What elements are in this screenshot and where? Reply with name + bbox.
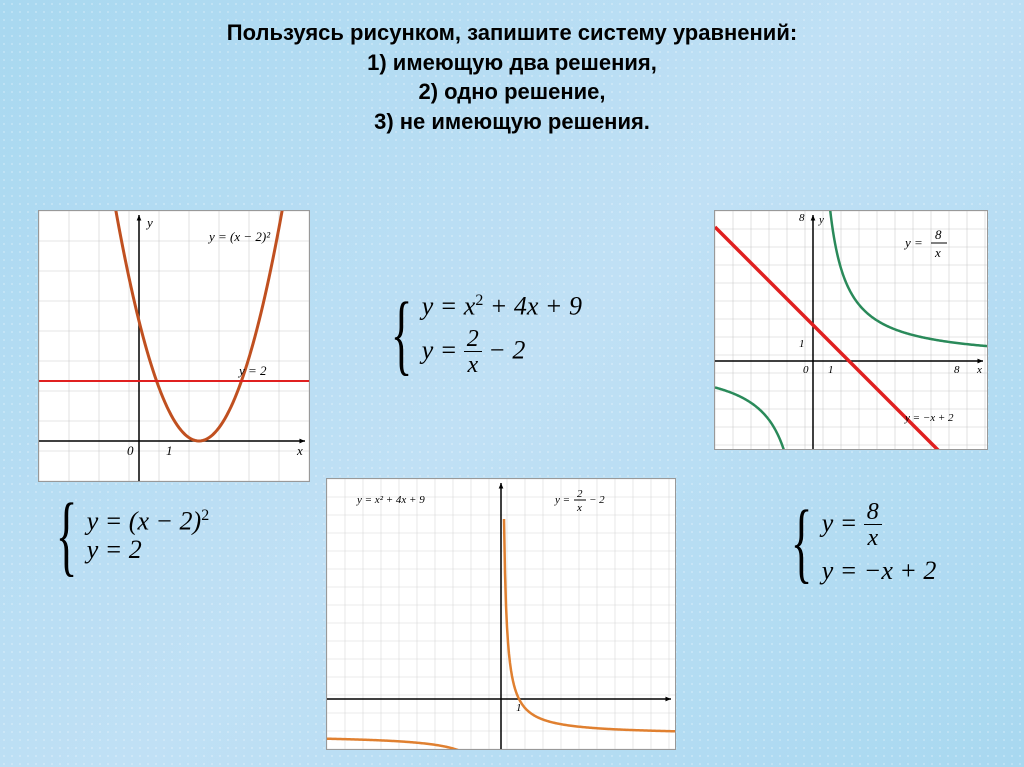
svg-text:2: 2: [577, 488, 583, 500]
svg-text:y = −x + 2: y = −x + 2: [904, 412, 954, 424]
svg-text:8: 8: [935, 227, 942, 242]
svg-text:1: 1: [828, 364, 834, 376]
equation-system-3: { y = 8x y = −x + 2: [780, 500, 936, 586]
svg-text:y: y: [818, 214, 824, 226]
svg-text:1: 1: [166, 443, 173, 458]
header-line2: 1) имеющую два решения,: [0, 48, 1024, 78]
svg-text:8: 8: [799, 212, 805, 224]
brace-icon: {: [391, 299, 413, 371]
header-line4: 3) не имеющую решения.: [0, 107, 1024, 137]
svg-text:y = 2: y = 2: [237, 363, 267, 378]
svg-text:1: 1: [516, 702, 522, 714]
svg-text:x: x: [576, 502, 582, 514]
svg-text:0: 0: [127, 443, 134, 458]
svg-text:1: 1: [799, 338, 805, 350]
header-line3: 2) одно решение,: [0, 77, 1024, 107]
svg-text:y =: y =: [903, 235, 923, 250]
equation-system-2: { y = x2 + 4x + 9 y = 2x − 2: [380, 292, 582, 379]
chart-hyperbola-line: 0 1 8 1 8 y x y = 8 x y = −x + 2: [714, 210, 988, 450]
brace-icon: {: [56, 500, 78, 572]
svg-text:y =: y =: [554, 494, 570, 506]
chart-parabola-rational: 1 y = x² + 4x + 9 y = 2 x − 2: [326, 478, 676, 750]
svg-text:y: y: [145, 215, 153, 230]
brace-icon: {: [791, 507, 813, 579]
task-header: Пользуясь рисунком, запишите систему ура…: [0, 0, 1024, 137]
svg-text:8: 8: [954, 364, 960, 376]
equation-system-1: { y = (x − 2)2 y = 2: [45, 500, 209, 572]
svg-text:x: x: [296, 443, 303, 458]
svg-text:x: x: [976, 364, 982, 376]
header-line1: Пользуясь рисунком, запишите систему ура…: [0, 18, 1024, 48]
svg-text:x: x: [934, 245, 941, 260]
chart-parabola-hline: 0 1 y x y = (x − 2)² y = 2: [38, 210, 310, 482]
svg-text:− 2: − 2: [589, 494, 605, 506]
svg-text:y = x² + 4x + 9: y = x² + 4x + 9: [356, 494, 425, 506]
svg-text:y = (x − 2)²: y = (x − 2)²: [207, 229, 271, 244]
svg-text:0: 0: [803, 364, 809, 376]
